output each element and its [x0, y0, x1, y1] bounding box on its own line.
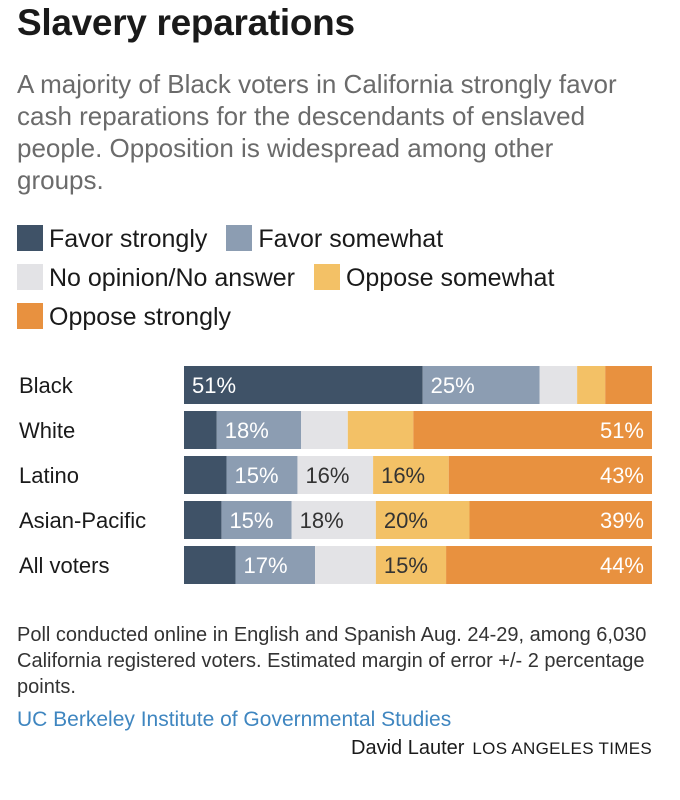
legend-item-no-opinion: No opinion/No answer — [17, 264, 295, 292]
bar-segment-oppose-somewhat — [375, 546, 447, 584]
bar-segment-oppose-strongly — [413, 411, 652, 449]
legend-swatch — [17, 264, 43, 290]
bar-segment-no-opinion — [291, 501, 376, 539]
category-label: Black — [19, 373, 74, 398]
bar-segment-favor-somewhat — [422, 366, 540, 404]
bar-segment-no-opinion — [301, 411, 348, 449]
bar-segment-favor-somewhat — [235, 546, 316, 584]
bar-segment-favor-strongly — [184, 501, 222, 539]
bar-segment-oppose-somewhat — [375, 501, 470, 539]
legend-swatch — [226, 225, 253, 251]
legend-item-favor-strongly: Favor strongly — [17, 225, 207, 253]
data-label: 39% — [600, 508, 644, 533]
data-label: 18% — [300, 508, 344, 533]
category-label: White — [19, 418, 75, 443]
chart-title: Slavery reparations — [17, 2, 355, 43]
category-label: Latino — [19, 463, 79, 488]
data-label: 44% — [600, 553, 644, 578]
data-label: 17% — [243, 553, 287, 578]
data-label: 20% — [384, 508, 428, 533]
credit: David Lauter LOS ANGELES TIMES — [351, 737, 652, 760]
bar-segment-favor-strongly — [184, 411, 217, 449]
legend-label: No opinion/No answer — [49, 264, 295, 292]
data-label: 18% — [225, 418, 269, 443]
legend-item-oppose-somewhat: Oppose somewhat — [313, 264, 555, 292]
legend-label: Oppose somewhat — [345, 264, 555, 292]
bar-segment-oppose-somewhat — [347, 411, 414, 449]
credit-author: David Lauter — [351, 737, 465, 759]
legend-item-favor-somewhat: Favor somewhat — [226, 225, 443, 253]
bar-segment-favor-somewhat — [226, 456, 298, 494]
bar-segment-no-opinion — [297, 456, 374, 494]
data-label: 16% — [381, 463, 425, 488]
bar-segment-oppose-somewhat — [577, 366, 606, 404]
footnote: Poll conducted online in English and Spa… — [17, 624, 647, 698]
data-label: 15% — [229, 508, 273, 533]
legend-label: Oppose strongly — [49, 303, 232, 331]
legend-label: Favor strongly — [49, 225, 208, 253]
bar-segment-oppose-strongly — [605, 366, 652, 404]
legend-label: Favor somewhat — [258, 225, 444, 253]
category-label: Asian-Pacific — [19, 508, 146, 533]
data-label: 51% — [192, 373, 236, 398]
legend: Favor strongly Favor somewhat No opinion… — [17, 220, 607, 337]
bar-segment-oppose-somewhat — [373, 456, 449, 494]
bar-segment-no-opinion — [315, 546, 376, 584]
bar-segment-favor-strongly — [184, 366, 423, 404]
stacked-bar-chart: Black 51% 25% White 18% 51% Latino 15% 16% 16% 43%… — [19, 366, 652, 584]
bar-segment-favor-strongly — [184, 456, 227, 494]
bar-segment-oppose-strongly — [448, 456, 652, 494]
bar-segment-no-opinion — [539, 366, 578, 404]
data-label: 16% — [305, 463, 349, 488]
data-label: 43% — [600, 463, 644, 488]
data-label: 15% — [384, 553, 428, 578]
legend-swatch — [17, 303, 43, 329]
bar-segment-oppose-strongly — [446, 546, 652, 584]
bar-segment-oppose-strongly — [469, 501, 652, 539]
credit-publication: LOS ANGELES TIMES — [472, 739, 652, 758]
legend-swatch — [17, 225, 43, 251]
category-label: All voters — [19, 553, 109, 578]
bar-segment-favor-somewhat — [216, 411, 301, 449]
legend-swatch — [313, 264, 340, 290]
legend-item-oppose-strongly: Oppose strongly — [17, 303, 231, 331]
data-label: 25% — [431, 373, 475, 398]
bar-segment-favor-strongly — [184, 546, 236, 584]
data-label: 15% — [235, 463, 279, 488]
bar-segment-favor-somewhat — [221, 501, 292, 539]
source-link[interactable]: UC Berkeley Institute of Governmental St… — [17, 708, 452, 731]
chart-subtitle: A majority of Black voters in California… — [17, 69, 617, 195]
data-label: 51% — [600, 418, 644, 443]
